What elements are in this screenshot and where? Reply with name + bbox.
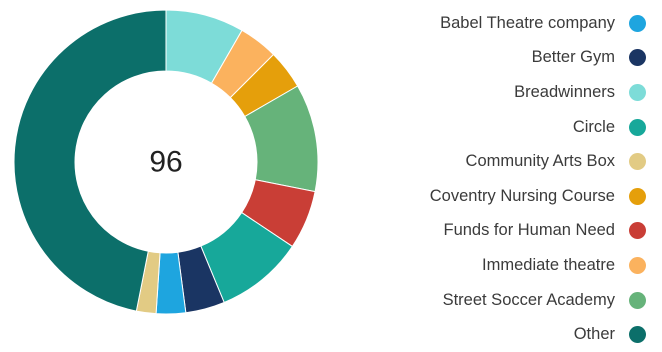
legend-swatch bbox=[629, 187, 646, 205]
legend-label: Circle bbox=[572, 117, 615, 136]
donut-chart-svg: 96 bbox=[13, 9, 319, 315]
legend-swatch bbox=[629, 14, 646, 32]
legend-swatch bbox=[629, 256, 646, 274]
legend-item-street-soccer-academy[interactable]: Street Soccer Academy bbox=[430, 283, 646, 318]
legend-label: Immediate theatre bbox=[482, 255, 615, 274]
legend-item-circle[interactable]: Circle bbox=[430, 110, 646, 145]
legend-item-better-gym[interactable]: Better Gym bbox=[430, 41, 646, 76]
legend-label: Street Soccer Academy bbox=[442, 290, 615, 309]
legend-swatch bbox=[629, 222, 646, 240]
legend-swatch bbox=[629, 83, 646, 101]
legend-swatch bbox=[629, 118, 646, 136]
chart-legend: Babel Theatre company Better Gym Breadwinn… bbox=[430, 6, 646, 352]
legend-label: Coventry Nursing Course bbox=[429, 186, 615, 205]
legend-label: Funds for Human Need bbox=[443, 221, 615, 240]
legend-swatch bbox=[629, 326, 646, 344]
center-total-label: 96 bbox=[149, 146, 182, 179]
legend-label: Other bbox=[573, 325, 615, 344]
legend-item-other[interactable]: Other bbox=[430, 317, 646, 352]
legend-swatch bbox=[629, 49, 646, 67]
legend-item-coventry-nursing-course[interactable]: Coventry Nursing Course bbox=[430, 179, 646, 214]
donut-slices bbox=[13, 9, 319, 315]
slice-other[interactable] bbox=[13, 9, 167, 312]
donut-chart: 96 bbox=[0, 0, 335, 347]
legend-label: Breadwinners bbox=[514, 82, 615, 101]
legend-item-funds-for-human-need[interactable]: Funds for Human Need bbox=[430, 214, 646, 249]
legend-label: Community Arts Box bbox=[465, 152, 615, 171]
legend-item-community-arts-box[interactable]: Community Arts Box bbox=[430, 144, 646, 179]
legend-label: Babel Theatre company bbox=[440, 13, 615, 32]
legend-item-breadwinners[interactable]: Breadwinners bbox=[430, 75, 646, 110]
legend-item-immediate-theatre[interactable]: Immediate theatre bbox=[430, 248, 646, 283]
legend-label: Better Gym bbox=[531, 48, 615, 67]
legend-swatch bbox=[629, 153, 646, 171]
legend-swatch bbox=[629, 291, 646, 309]
legend-item-babel-theatre-company[interactable]: Babel Theatre company bbox=[430, 6, 646, 41]
